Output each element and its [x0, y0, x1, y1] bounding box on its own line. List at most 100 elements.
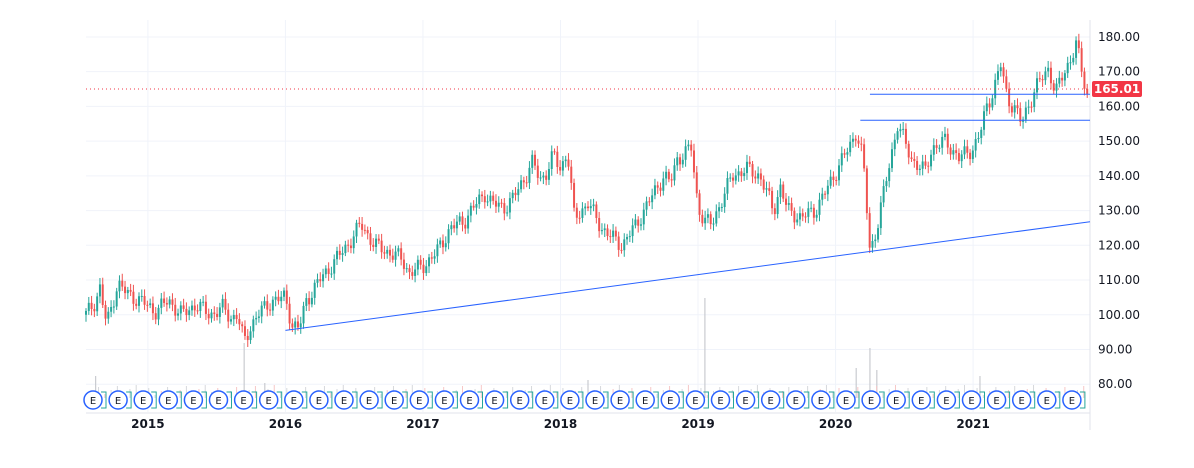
candle-body [366, 230, 369, 234]
candle-body [818, 199, 821, 215]
earnings-marker[interactable]: E [660, 390, 684, 410]
earnings-marker-circle [936, 390, 957, 410]
earnings-marker[interactable]: E [710, 390, 734, 410]
candle-body [361, 223, 364, 230]
dividend-marker [176, 391, 182, 409]
candle-body [857, 140, 860, 144]
candle-body [623, 239, 626, 251]
earnings-marker[interactable]: E [760, 390, 785, 410]
candle-body [478, 194, 481, 205]
earnings-marker[interactable]: E [735, 390, 760, 410]
candle-body [271, 299, 274, 311]
candle-body [425, 266, 428, 274]
earnings-marker[interactable]: E [1011, 390, 1036, 410]
earnings-marker-label: E [466, 396, 472, 407]
earnings-marker-circle [409, 390, 430, 410]
candle-body [726, 178, 729, 194]
candle-body [996, 71, 999, 80]
candle-body [871, 241, 874, 248]
earnings-marker[interactable]: E [409, 390, 433, 410]
earnings-marker-label: E [366, 396, 372, 407]
candle-body [609, 236, 612, 238]
earnings-marker[interactable]: E [434, 390, 458, 410]
earnings-marker[interactable]: E [359, 390, 383, 410]
earnings-marker[interactable]: E [811, 390, 835, 410]
candle-body [709, 214, 712, 225]
candle-body [720, 207, 723, 209]
earnings-marker[interactable]: E [509, 390, 534, 410]
candle-body [531, 154, 534, 168]
candle-body [695, 172, 698, 194]
candle-body [383, 252, 386, 254]
candle-body [606, 228, 609, 237]
candle-body [938, 147, 941, 149]
earnings-marker[interactable]: E [83, 390, 107, 410]
candle-body [483, 196, 486, 203]
earnings-marker[interactable]: E [108, 390, 132, 410]
earnings-marker[interactable]: E [1037, 390, 1061, 410]
earnings-marker[interactable]: E [334, 390, 358, 410]
candle-body [165, 302, 168, 305]
candle-body [684, 146, 687, 160]
candle-body [224, 298, 227, 310]
earnings-marker[interactable]: E [384, 390, 408, 410]
candle-body [1005, 76, 1008, 89]
x-tick-label: 2020 [819, 417, 852, 431]
candle-body [648, 201, 651, 203]
earnings-marker[interactable]: E [836, 390, 860, 410]
earnings-marker[interactable]: E [158, 390, 182, 410]
candle-body [402, 259, 405, 269]
candle-body [450, 225, 453, 230]
earnings-marker[interactable]: E [786, 390, 810, 410]
earnings-marker[interactable]: E [459, 390, 483, 410]
candle-body [935, 145, 938, 148]
dividend-marker [251, 391, 258, 409]
earnings-marker[interactable]: E [936, 390, 960, 410]
earnings-marker[interactable]: E [560, 390, 584, 410]
dividend-marker [628, 391, 634, 409]
earnings-marker[interactable]: E [233, 390, 258, 410]
candle-body [447, 229, 450, 244]
earnings-marker[interactable]: E [309, 390, 333, 410]
earnings-marker[interactable]: E [535, 390, 559, 410]
candle-body [941, 136, 944, 148]
candle-body [308, 298, 311, 305]
candle-body [322, 274, 325, 282]
earnings-marker-circle [1037, 390, 1057, 410]
earnings-marker[interactable]: E [685, 390, 709, 410]
earnings-marker[interactable]: E [258, 390, 283, 410]
candle-body [536, 165, 539, 178]
candle-body [1002, 67, 1005, 77]
candle-body [428, 257, 431, 267]
dividend-marker [1029, 391, 1036, 409]
candle-body [771, 190, 774, 209]
earnings-marker[interactable]: E [484, 390, 509, 410]
earnings-marker[interactable]: E [861, 390, 885, 410]
candle-body [665, 171, 668, 179]
candle-body [1066, 62, 1069, 74]
trend-line[interactable] [285, 221, 1091, 331]
earnings-marker[interactable]: E [284, 390, 308, 410]
earnings-marker[interactable]: E [961, 390, 985, 410]
dividend-marker [226, 391, 232, 409]
earnings-marker[interactable]: E [585, 390, 609, 410]
earnings-marker[interactable]: E [886, 390, 910, 410]
earnings-marker-label: E [391, 396, 397, 407]
candle-body [542, 175, 545, 178]
earnings-marker[interactable]: E [635, 390, 659, 410]
earnings-marker[interactable]: E [986, 390, 1011, 410]
earnings-marker[interactable]: E [1062, 390, 1086, 410]
earnings-marker[interactable]: E [911, 390, 935, 410]
earnings-marker[interactable]: E [610, 390, 634, 410]
candle-body [302, 305, 305, 324]
earnings-marker[interactable]: E [183, 390, 207, 410]
dividend-marker [929, 391, 935, 409]
earnings-marker[interactable]: E [208, 390, 232, 410]
dividend-marker [778, 391, 785, 409]
earnings-marker-circle [1062, 390, 1082, 410]
candle-body [263, 301, 266, 306]
earnings-marker-circle [384, 390, 404, 410]
earnings-marker[interactable]: E [133, 390, 157, 410]
candle-body [704, 217, 707, 224]
